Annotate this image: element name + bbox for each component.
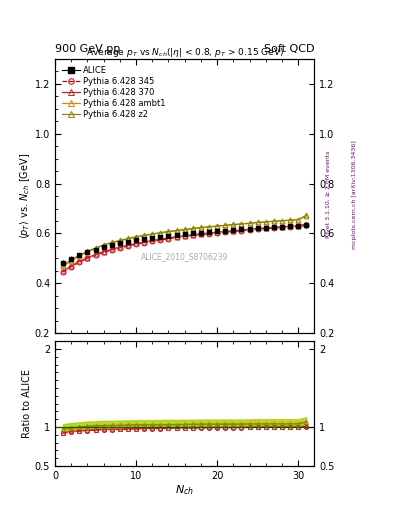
Text: mcplots.cern.ch [arXiv:1306.3436]: mcplots.cern.ch [arXiv:1306.3436]: [352, 140, 357, 249]
Y-axis label: $\langle p_T \rangle$ vs. $N_{ch}$ [GeV]: $\langle p_T \rangle$ vs. $N_{ch}$ [GeV]: [18, 153, 32, 239]
X-axis label: $N_{ch}$: $N_{ch}$: [175, 483, 194, 497]
Title: Average $p_T$ vs $N_{ch}$(|$\eta$| < 0.8, $p_T$ > 0.15 GeV): Average $p_T$ vs $N_{ch}$(|$\eta$| < 0.8…: [86, 46, 284, 59]
Text: Rivet 3.1.10, ≥ 2.6M events: Rivet 3.1.10, ≥ 2.6M events: [326, 151, 331, 238]
Text: 900 GeV pp: 900 GeV pp: [55, 44, 120, 54]
Y-axis label: Ratio to ALICE: Ratio to ALICE: [22, 369, 32, 438]
Text: ALICE_2010_S8706239: ALICE_2010_S8706239: [141, 252, 228, 261]
Text: Soft QCD: Soft QCD: [264, 44, 314, 54]
Legend: ALICE, Pythia 6.428 345, Pythia 6.428 370, Pythia 6.428 ambt1, Pythia 6.428 z2: ALICE, Pythia 6.428 345, Pythia 6.428 37…: [59, 63, 168, 121]
